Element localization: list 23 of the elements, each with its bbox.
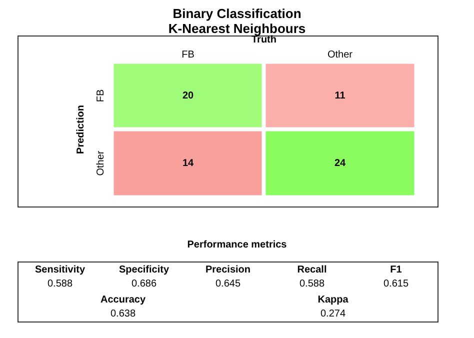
- data-label: 14: [182, 158, 194, 169]
- data-label: 0.274: [320, 308, 346, 320]
- data-label: 11: [334, 90, 346, 102]
- data-label: 24: [334, 158, 346, 169]
- data-label: 0.638: [110, 308, 136, 320]
- y-axis-title: Prediction: [76, 105, 86, 154]
- category-label: F1: [390, 264, 402, 276]
- data-label: 0.588: [47, 278, 73, 290]
- chart-subtitle: K-Nearest Neighbours: [168, 21, 306, 36]
- data-label: 0.588: [299, 278, 325, 290]
- data-label: 0.686: [131, 278, 157, 290]
- category-label: Accuracy: [100, 294, 146, 306]
- data-label: 0.645: [215, 278, 241, 290]
- category-label: Specificity: [118, 264, 170, 276]
- category-label: Kappa: [318, 294, 349, 306]
- chart-title: Binary Classification: [172, 6, 302, 21]
- data-label: 0.615: [383, 278, 409, 290]
- x-axis-title: Truth: [252, 34, 276, 46]
- category-label: Recall: [297, 264, 327, 276]
- category-label: Sensitivity: [34, 264, 86, 276]
- category-label: Precision: [205, 264, 251, 276]
- data-label: 20: [182, 90, 194, 102]
- text: Performance metrics: [187, 240, 288, 250]
